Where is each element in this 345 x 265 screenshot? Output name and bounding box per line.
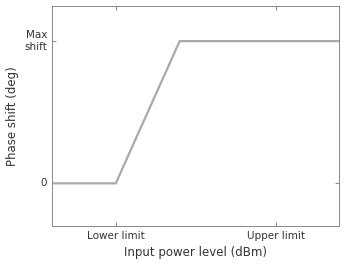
X-axis label: Input power level (dBm): Input power level (dBm) bbox=[124, 246, 267, 259]
Y-axis label: Phase shift (deg): Phase shift (deg) bbox=[6, 66, 19, 166]
